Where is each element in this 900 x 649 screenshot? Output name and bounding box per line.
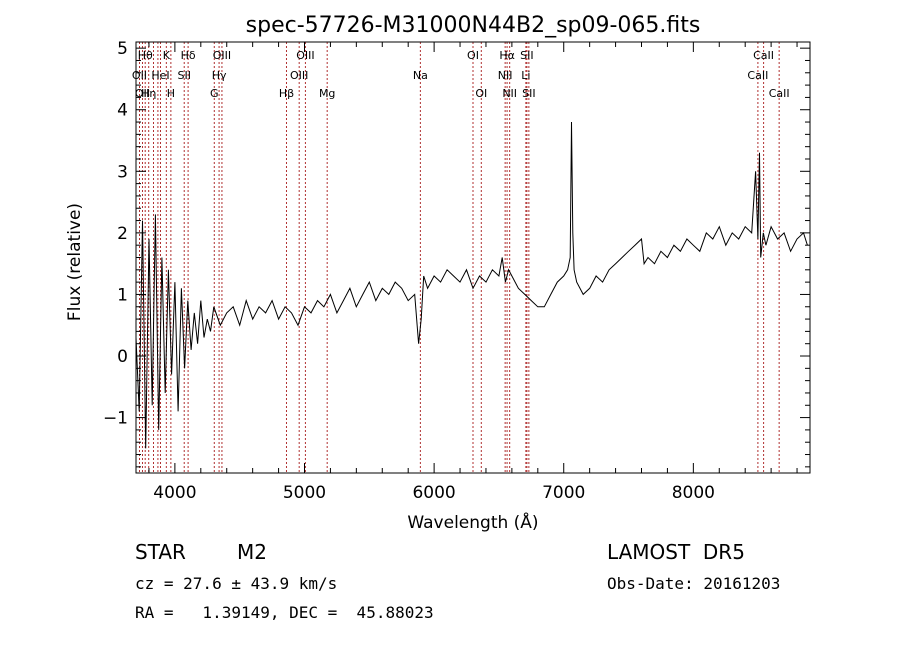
line-marker-label: Hδ xyxy=(181,49,196,62)
line-marker-label: OIII xyxy=(296,49,314,62)
line-marker-labels: OIIOIIHθHηHeIKHSIIHδGHγOIIIHβOIIIOIIIMgN… xyxy=(132,49,790,100)
line-marker-label: H xyxy=(167,87,175,100)
x-tick-label: 4000 xyxy=(153,483,196,503)
line-marker-label: Hα xyxy=(499,49,515,62)
line-marker-label: OI xyxy=(475,87,487,100)
observation-date: Obs-Date: 20161203 xyxy=(607,574,781,593)
x-axis-label: Wavelength (Å) xyxy=(407,511,538,533)
line-marker-label: CaII xyxy=(747,69,768,82)
line-marker-label: Na xyxy=(413,69,428,82)
coordinates-readout: RA = 1.39149, DEC = 45.88023 xyxy=(135,603,434,622)
line-markers xyxy=(138,42,780,473)
y-tick-label: 4 xyxy=(117,101,128,121)
chart-title: spec-57726-M31000N44B2_sp09-065.fits xyxy=(246,13,701,38)
y-tick-label: 2 xyxy=(117,224,128,244)
line-marker-label: NII xyxy=(502,87,517,100)
x-tick-label: 7000 xyxy=(542,483,585,503)
line-marker-label: HeI xyxy=(151,69,169,82)
y-tick-label: 1 xyxy=(117,285,128,305)
line-marker-label: Li xyxy=(521,69,530,82)
line-marker-label: G xyxy=(210,87,219,100)
line-marker-label: SII xyxy=(522,87,535,100)
y-axis-ticks: −1 0 1 2 3 4 5 xyxy=(103,39,810,468)
line-marker-label: OIII xyxy=(290,69,308,82)
line-marker-label: SII xyxy=(177,69,190,82)
survey-name: LAMOST DR5 xyxy=(607,540,745,564)
x-tick-label: 5000 xyxy=(283,483,326,503)
line-marker-label: Hη xyxy=(141,87,156,100)
line-marker-label: OII xyxy=(132,69,147,82)
y-tick-label: −1 xyxy=(103,409,128,429)
y-tick-label: 0 xyxy=(117,347,128,367)
line-marker-label: SII xyxy=(520,49,533,62)
line-marker-label: Hγ xyxy=(212,69,227,82)
spectrum-line xyxy=(135,121,808,449)
line-marker-label: OII xyxy=(135,87,150,100)
line-marker-label: CaII xyxy=(769,87,790,100)
object-subclass: M2 xyxy=(237,540,267,564)
line-marker-label: Hβ xyxy=(279,87,294,100)
y-axis-label: Flux (relative) xyxy=(65,203,85,321)
x-tick-label: 8000 xyxy=(672,483,715,503)
x-axis-ticks: 4000 5000 6000 7000 8000 xyxy=(148,42,798,503)
line-marker-label: K xyxy=(163,49,171,62)
line-marker-label: OIII xyxy=(213,49,231,62)
line-marker-label: Mg xyxy=(319,87,335,100)
line-marker-label: OI xyxy=(467,49,479,62)
object-class: STAR xyxy=(135,540,186,564)
line-marker-label: Hθ xyxy=(138,49,153,62)
line-marker-label: CaII xyxy=(753,49,774,62)
line-marker-label: NII xyxy=(498,69,513,82)
y-tick-label: 5 xyxy=(117,39,128,59)
velocity-readout: cz = 27.6 ± 43.9 km/s xyxy=(135,574,338,593)
x-tick-label: 6000 xyxy=(412,483,455,503)
y-tick-label: 3 xyxy=(117,162,128,182)
